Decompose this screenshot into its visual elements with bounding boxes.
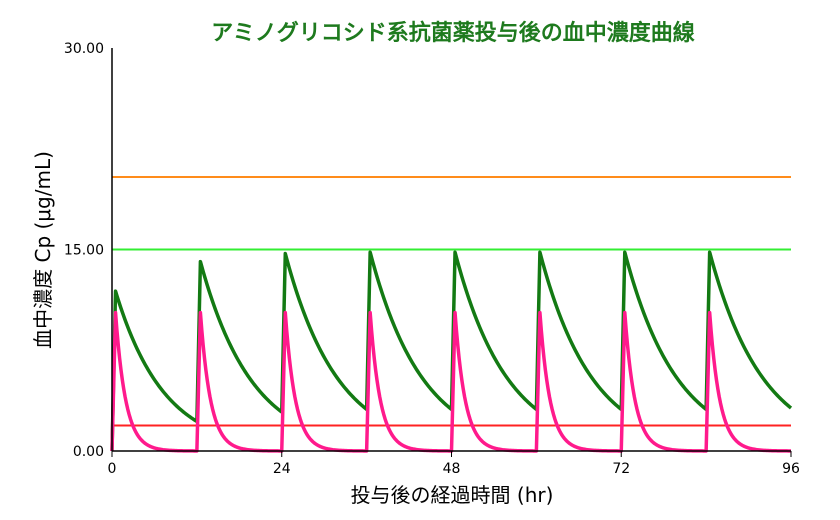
x-axis-ticks: 0 24 48 72 96: [108, 451, 800, 477]
y-axis-ticks: 0.00 15.00 30.00: [64, 41, 104, 460]
x-tick-label-3: 72: [612, 461, 630, 477]
x-tick-label-2: 48: [443, 461, 461, 477]
y-axis-title: 血中濃度 Cp (μg/mL): [31, 151, 55, 349]
chart-title: アミノグリコシド系抗菌薬投与後の血中濃度曲線: [211, 20, 695, 46]
y-tick-label-2: 30.00: [64, 41, 104, 57]
x-tick-label-1: 24: [273, 461, 291, 477]
x-tick-label-0: 0: [108, 461, 117, 477]
y-tick-label-0: 0.00: [73, 444, 104, 460]
series-group: [110, 250, 793, 453]
x-tick-label-4: 96: [782, 461, 800, 477]
x-axis-title: 投与後の経過時間 (hr): [351, 483, 554, 507]
y-tick-label-1: 15.00: [64, 243, 104, 259]
